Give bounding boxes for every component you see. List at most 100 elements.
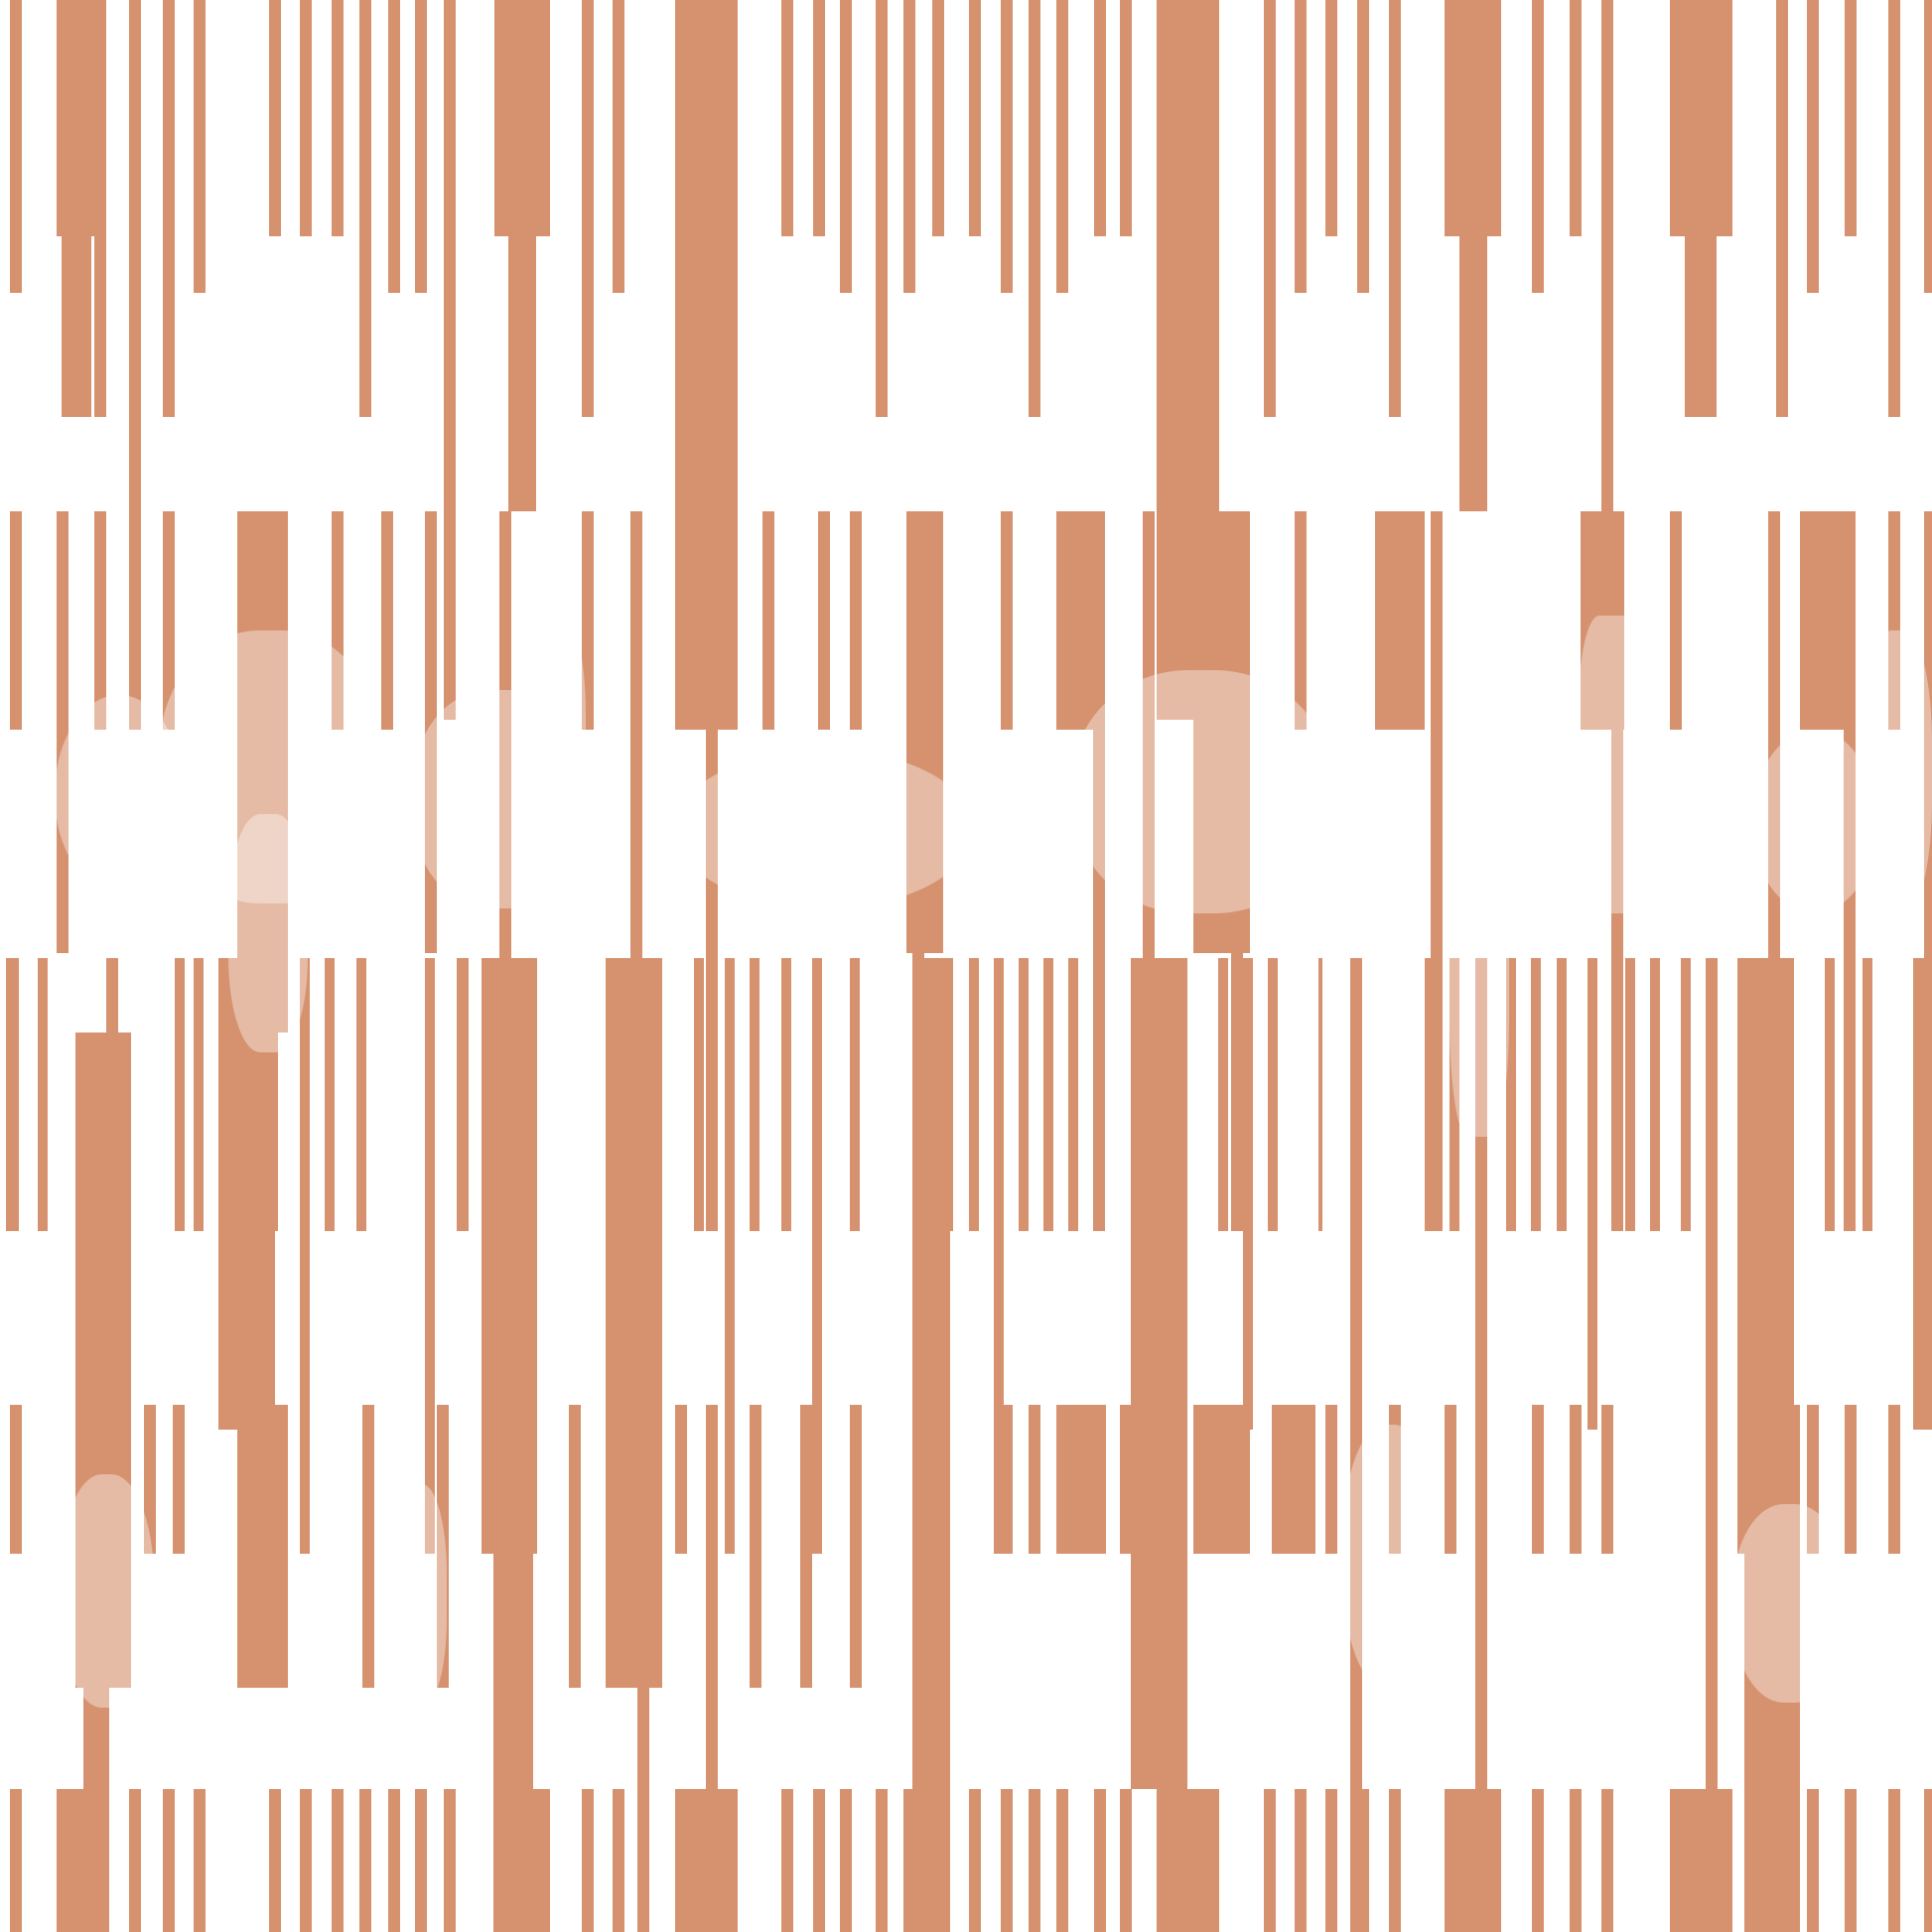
pattern-bar — [1001, 0, 1013, 293]
pattern-bar — [1264, 1789, 1276, 1932]
pattern-bar — [1625, 958, 1635, 1231]
pattern-bar — [818, 511, 830, 730]
pattern-bar — [381, 511, 393, 730]
pattern-bar — [494, 0, 550, 236]
pattern-bar — [106, 958, 118, 1033]
pattern-bar — [569, 1405, 581, 1688]
pattern-bar — [582, 511, 594, 730]
pattern-bar — [675, 1789, 738, 1932]
pattern-bar — [750, 958, 759, 1231]
pattern-bar — [269, 0, 281, 236]
pattern-bar — [1425, 958, 1435, 1231]
pattern-bar — [1357, 0, 1369, 293]
pattern-bar — [356, 958, 366, 1231]
pattern-bar — [1807, 1405, 1819, 1554]
pattern-bar — [425, 511, 437, 953]
pattern-bar — [1264, 0, 1276, 417]
pattern-bar — [675, 511, 687, 730]
pattern-bar — [1807, 0, 1819, 293]
pattern-bar — [613, 1789, 624, 1932]
pattern-bar — [1924, 0, 1932, 293]
pattern-bar — [1093, 511, 1105, 1231]
pattern-bar — [362, 1405, 374, 1688]
pattern-bar — [237, 1405, 288, 1688]
pattern-bar — [1531, 958, 1541, 1231]
pattern-bar — [1001, 511, 1013, 730]
pattern-bar — [1001, 1405, 1013, 1554]
pattern-bar — [1325, 1789, 1337, 1932]
pattern-bar — [10, 1789, 22, 1932]
pattern-bar — [415, 1789, 427, 1932]
pattern-bar — [57, 1789, 101, 1932]
pattern-bar — [762, 511, 774, 730]
pattern-bar — [903, 1789, 915, 1932]
pattern-bar — [606, 958, 662, 1688]
pattern-bar — [1570, 1789, 1582, 1932]
pattern-bar — [781, 1789, 793, 1932]
pattern-bar — [10, 0, 22, 293]
pattern-bar — [300, 1789, 312, 1932]
pattern-bar — [969, 1789, 981, 1932]
pattern-bar — [1268, 958, 1278, 1231]
pattern-bar — [57, 0, 101, 236]
pattern-bar — [1670, 511, 1682, 730]
pattern-bar — [1389, 0, 1401, 417]
pattern-bar — [1056, 1789, 1068, 1932]
pattern-bar — [1601, 1405, 1613, 1554]
pattern-bar — [1318, 958, 1322, 1231]
pattern-bar — [1845, 1789, 1857, 1932]
pattern-bar — [1389, 1789, 1401, 1932]
pattern-bar — [10, 511, 22, 730]
pattern-bar — [1295, 0, 1307, 293]
pattern-bar — [725, 958, 735, 1554]
pattern-bar — [332, 1789, 344, 1932]
pattern-bar — [425, 958, 435, 1554]
pattern-bar — [1325, 0, 1337, 236]
pattern-bar — [932, 0, 944, 236]
pattern-bar — [850, 511, 862, 730]
pattern-bar — [359, 1789, 371, 1932]
pattern-bar — [1029, 0, 1040, 417]
pattern-bar — [1570, 0, 1582, 236]
pattern-bar — [38, 958, 48, 1231]
pattern-bar — [269, 1789, 281, 1932]
pattern-bar — [1924, 511, 1932, 1231]
pattern-bar — [1845, 0, 1857, 236]
pattern-bar — [173, 1405, 185, 1554]
pattern-bar — [1776, 1789, 1788, 1932]
pattern-bar — [994, 958, 1004, 1554]
pattern-bar — [1157, 1789, 1219, 1932]
pattern-bar — [1231, 953, 1243, 1231]
pattern-bar — [1888, 0, 1900, 417]
pattern-bar — [1475, 958, 1487, 1932]
pattern-bar — [332, 0, 344, 236]
pattern-bar — [94, 511, 106, 730]
pattern-bar — [1243, 958, 1253, 1430]
pattern-bar — [1056, 1405, 1100, 1554]
pattern-bar — [1532, 1789, 1544, 1932]
pattern-bar — [444, 1789, 456, 1932]
pattern-bar — [1120, 1789, 1132, 1932]
pattern-bar — [388, 0, 400, 293]
pattern-bar — [1193, 1405, 1250, 1554]
pattern-bar — [1650, 958, 1660, 1231]
pattern-bar — [1389, 1405, 1401, 1554]
pattern-bar — [144, 1405, 156, 1554]
pattern-bar — [781, 958, 791, 1231]
pattern-bar — [1924, 1789, 1932, 1932]
pattern-bar — [437, 1405, 449, 1688]
pattern-bar — [494, 1789, 550, 1932]
pattern-bar — [1845, 1405, 1857, 1554]
pattern-bar — [1357, 1789, 1369, 1932]
pattern-bar — [300, 958, 310, 1554]
pattern-bar — [850, 1405, 862, 1688]
pattern-bar — [237, 511, 288, 1033]
pattern-bar — [906, 511, 943, 953]
pattern-bar — [706, 511, 718, 1231]
pattern-bar — [1744, 1405, 1800, 1932]
pattern-bar — [57, 511, 69, 953]
pattern-bar — [163, 0, 175, 417]
pattern-bar — [194, 1789, 206, 1932]
pattern-bar — [1001, 1789, 1013, 1932]
pattern-bar — [94, 0, 106, 417]
